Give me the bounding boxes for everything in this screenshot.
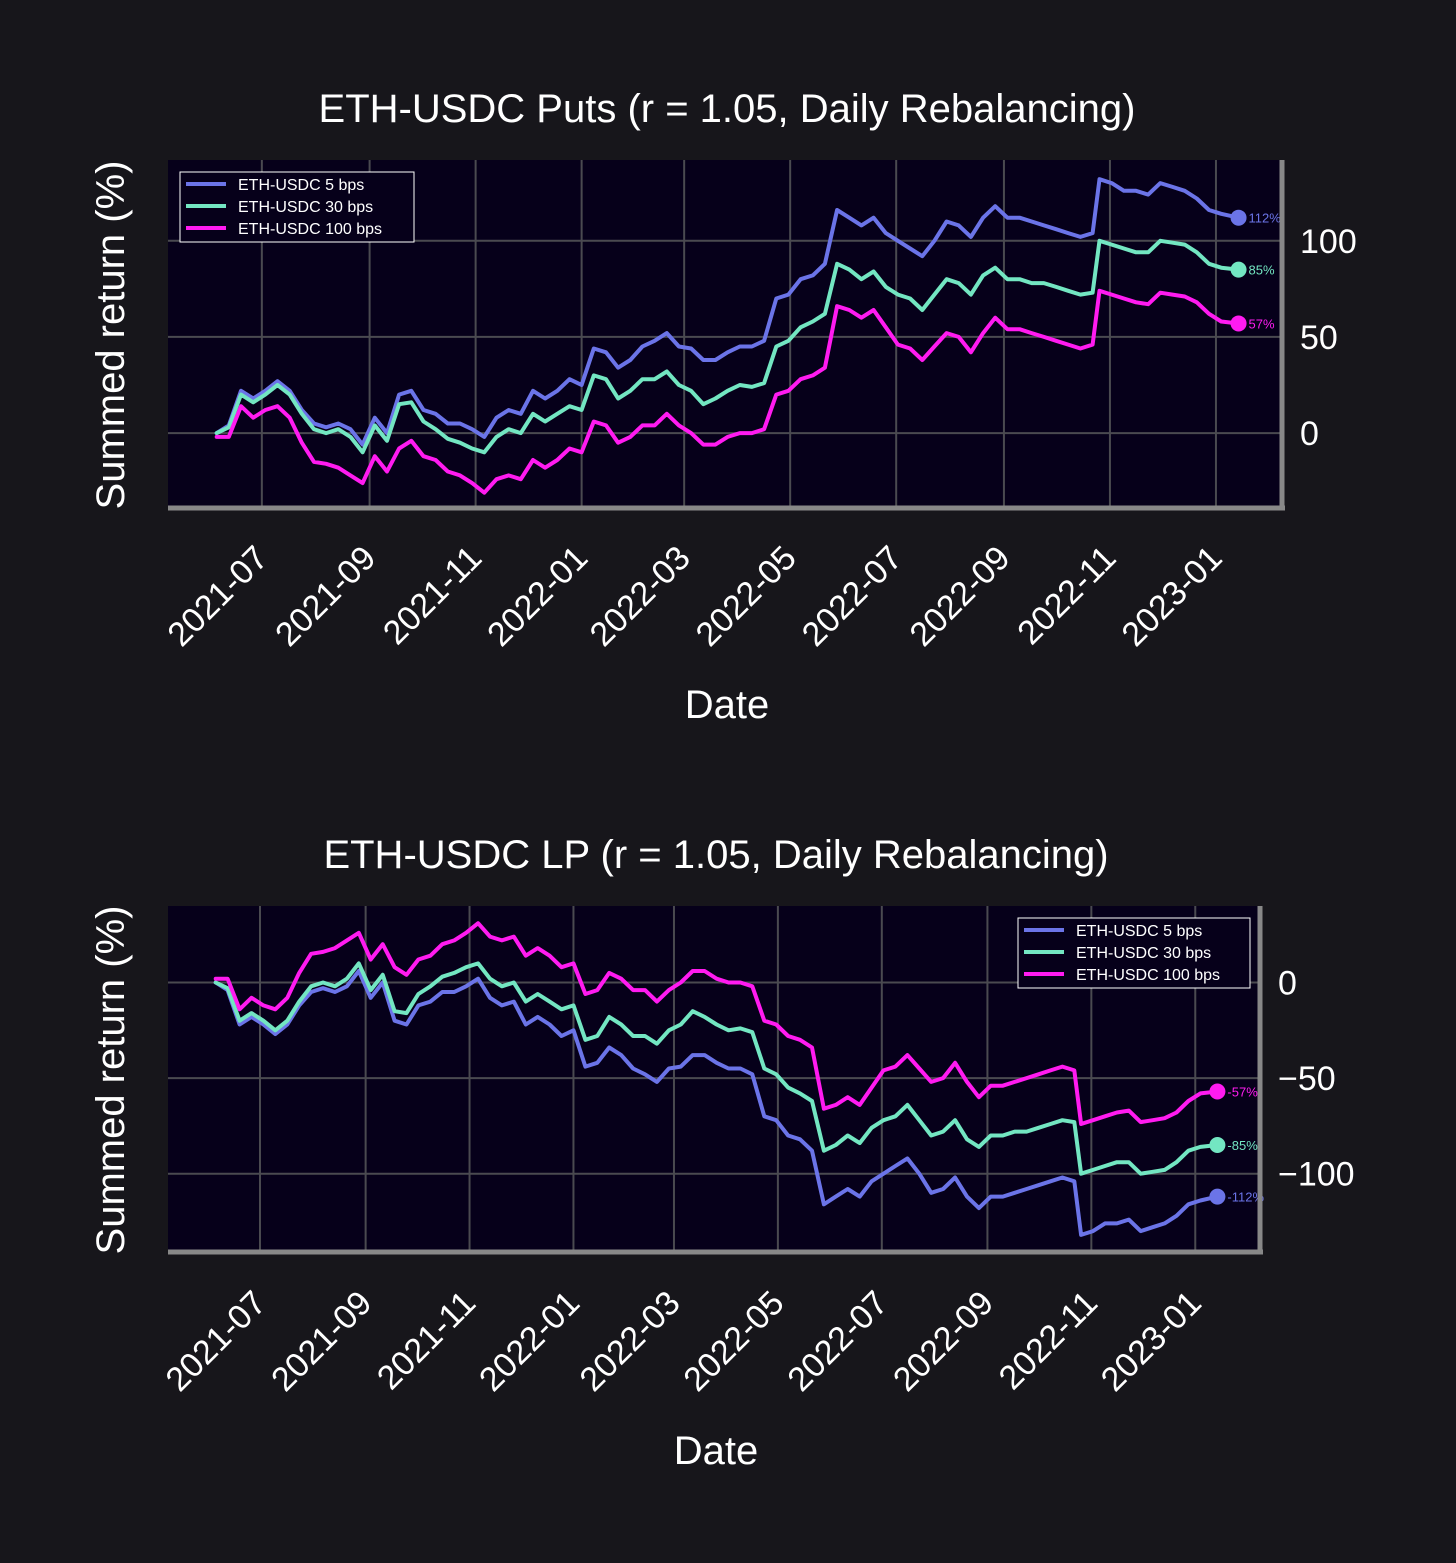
end-point-marker	[1209, 1188, 1226, 1205]
legend-label: ETH-USDC 5 bps	[1076, 923, 1202, 940]
legend-label: ETH-USDC 30 bps	[238, 199, 373, 216]
y-axis-label: Summed return (%)	[89, 161, 133, 510]
end-point-marker	[1209, 1083, 1226, 1100]
y-tick-label: 100	[1300, 223, 1357, 261]
end-value-label: -57%	[1227, 1084, 1258, 1099]
series-line	[214, 288, 1241, 495]
grid	[168, 906, 1260, 1254]
series-line	[214, 238, 1241, 455]
y-tick-labels: 0 50 100	[1300, 223, 1357, 453]
series-line	[214, 177, 1241, 447]
legend-label: ETH-USDC 5 bps	[238, 177, 364, 194]
end-markers: 112% 85% 57%	[1230, 209, 1282, 332]
end-value-label: 57%	[1249, 316, 1275, 331]
y-axis-label: Summed return (%)	[89, 906, 133, 1255]
legend: ETH-USDC 5 bps ETH-USDC 30 bps ETH-USDC …	[179, 171, 415, 243]
y-tick-labels: 0 −50 −100	[1278, 964, 1355, 1193]
series-line	[213, 961, 1220, 1176]
end-value-label: 85%	[1249, 263, 1275, 278]
series-lines	[213, 921, 1220, 1237]
end-point-marker	[1230, 209, 1247, 226]
x-axis-label: Date	[674, 1429, 759, 1473]
series-line	[213, 921, 1220, 1126]
end-value-label: -85%	[1227, 1138, 1258, 1153]
chart-title: ETH-USDC Puts (r = 1.05, Daily Rebalanci…	[319, 87, 1136, 131]
chart-title: ETH-USDC LP (r = 1.05, Daily Rebalancing…	[323, 833, 1108, 877]
legend: ETH-USDC 5 bps ETH-USDC 30 bps ETH-USDC …	[1017, 917, 1251, 989]
end-point-marker	[1230, 261, 1247, 278]
x-axis-label: Date	[685, 683, 770, 727]
y-tick-label: 0	[1278, 964, 1297, 1002]
end-markers: -112% -85% -57%	[1209, 1083, 1264, 1205]
legend-label: ETH-USDC 30 bps	[1076, 945, 1211, 962]
y-tick-label: −100	[1278, 1156, 1355, 1194]
legend-label: ETH-USDC 100 bps	[238, 221, 382, 238]
end-point-marker	[1230, 315, 1247, 332]
end-value-label: -112%	[1227, 1190, 1264, 1205]
series-lines	[214, 177, 1241, 495]
y-tick-label: 0	[1300, 415, 1319, 453]
series-line	[213, 969, 1220, 1237]
legend-label: ETH-USDC 100 bps	[1076, 967, 1220, 984]
end-point-marker	[1209, 1137, 1226, 1154]
y-tick-label: 50	[1300, 319, 1338, 357]
end-value-label: 112%	[1249, 211, 1282, 226]
y-tick-label: −50	[1278, 1060, 1336, 1098]
